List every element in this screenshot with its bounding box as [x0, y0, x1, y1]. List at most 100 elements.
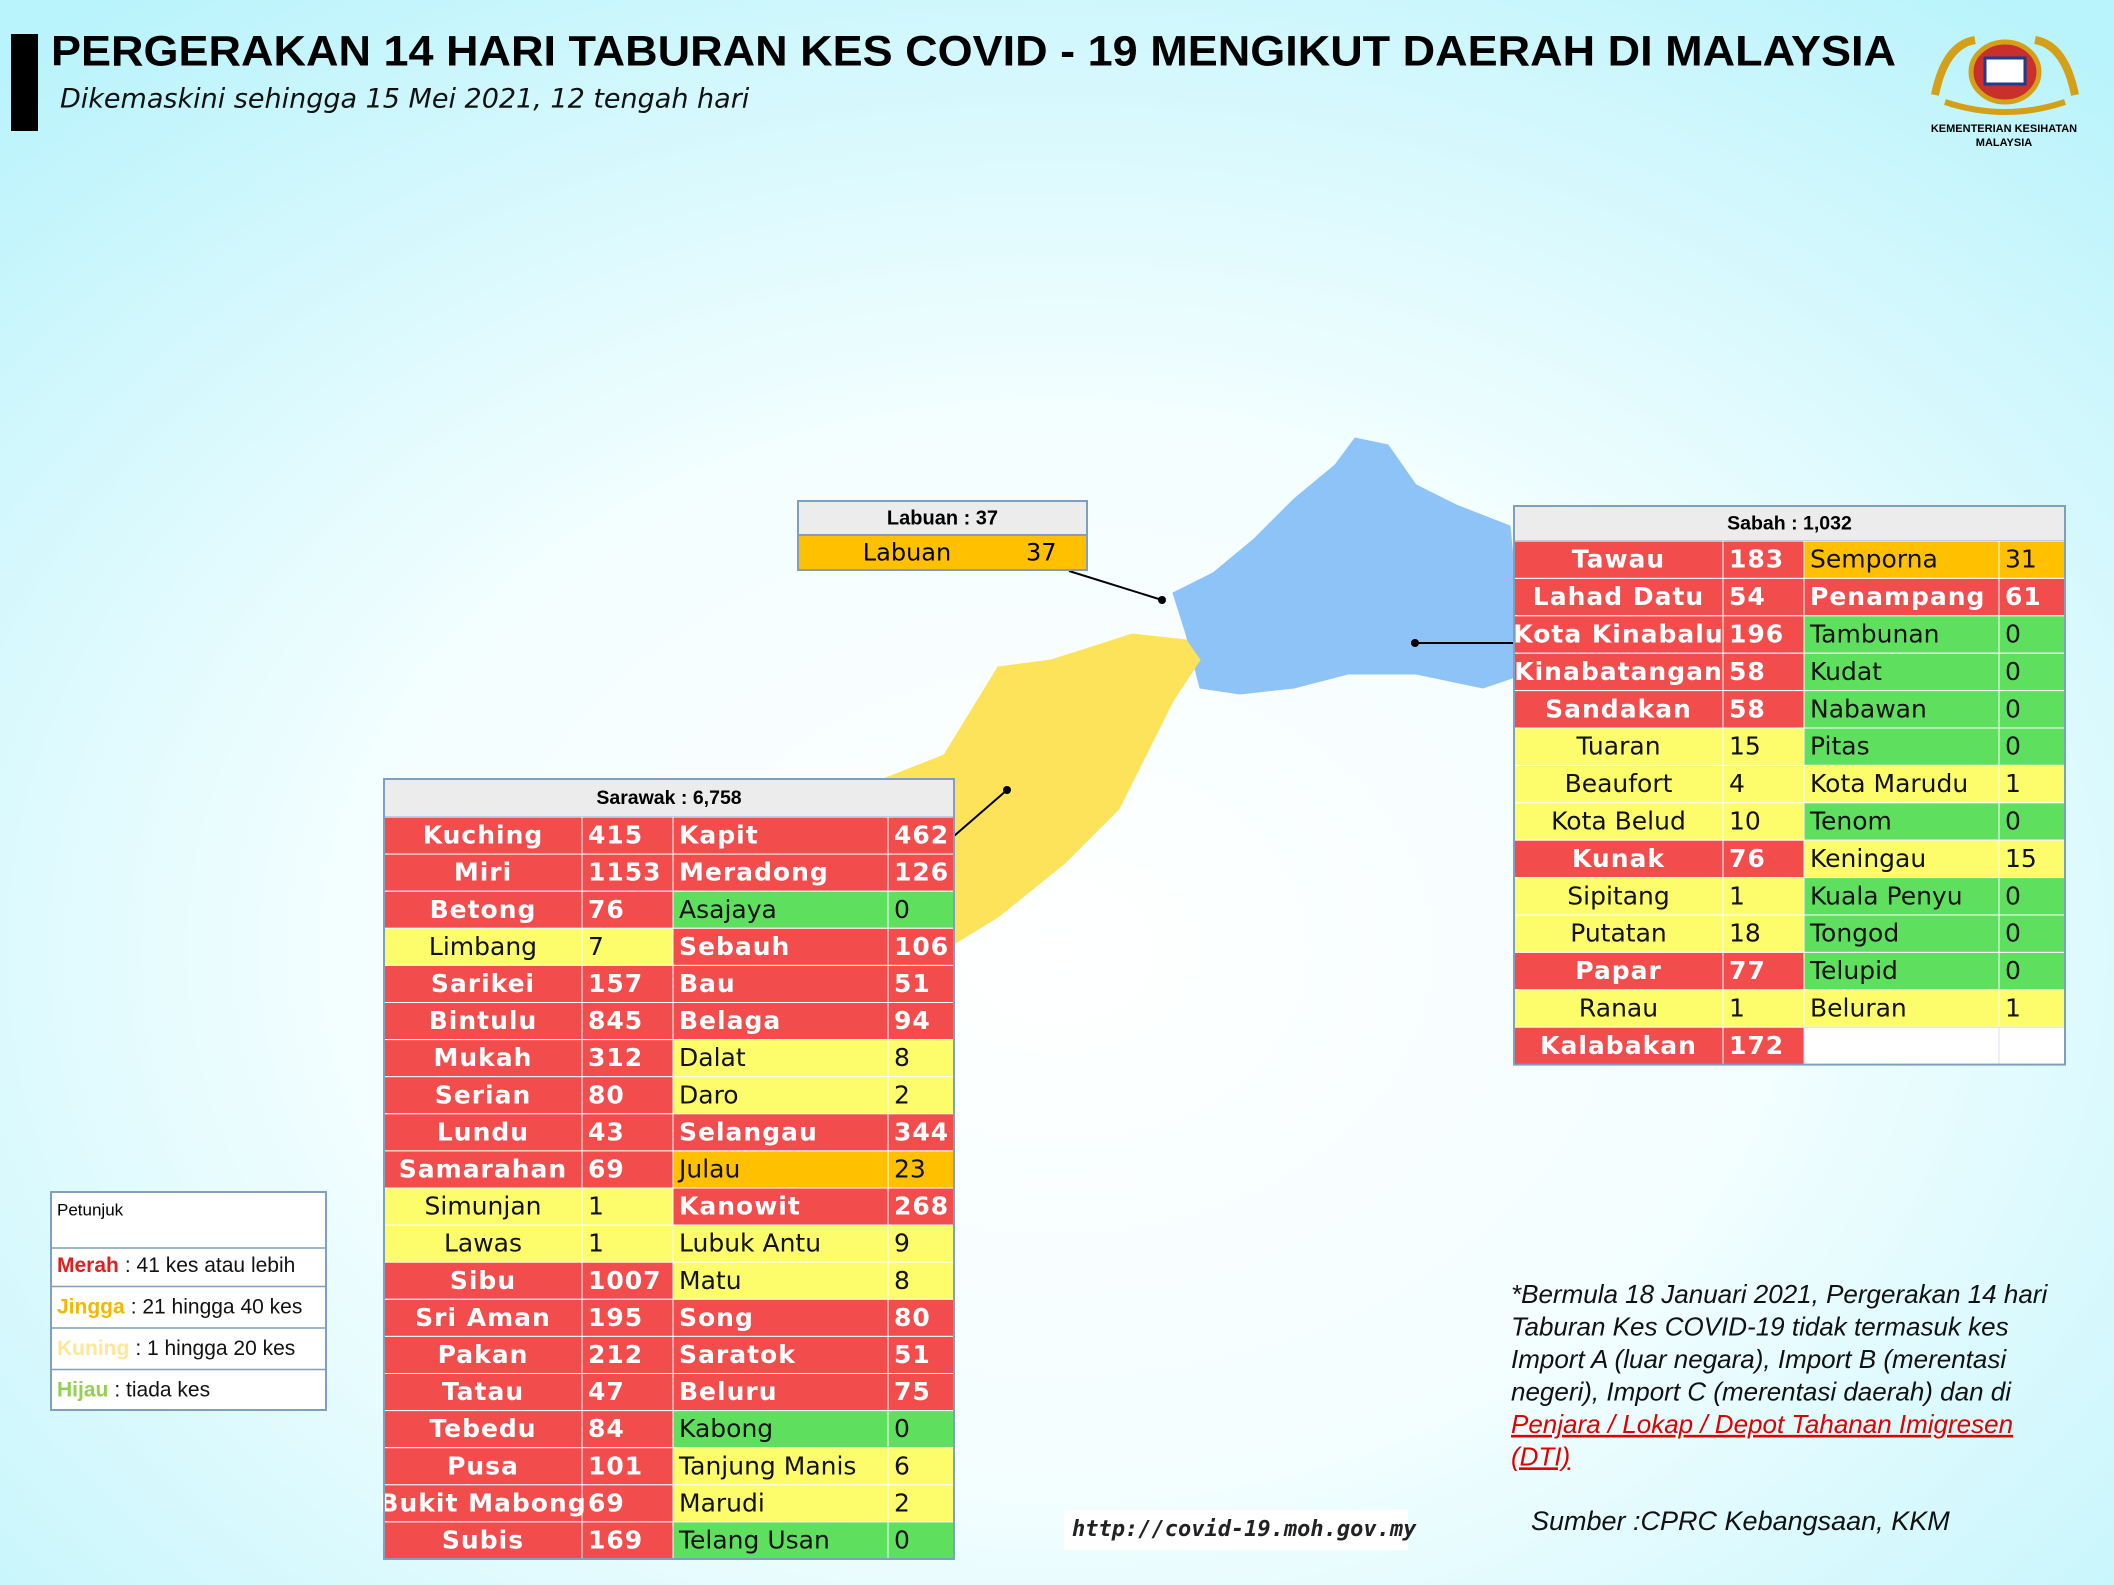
legend-label: Kuning — [57, 1337, 129, 1360]
district-name: Sri Aman — [415, 1303, 551, 1332]
district-cell — [1513, 540, 1805, 579]
district-cell — [672, 1410, 955, 1449]
district-cell — [672, 816, 955, 855]
district-cell — [1513, 577, 1805, 617]
district-cases: 126 — [894, 858, 949, 887]
district-name: Subis — [442, 1525, 524, 1554]
district-cell — [1513, 727, 1805, 766]
district-cases: 84 — [588, 1414, 625, 1443]
district-cases: 2 — [894, 1488, 910, 1517]
district-cases: 1 — [588, 1192, 604, 1221]
district-cases: 212 — [588, 1340, 643, 1369]
district-cases: 9 — [894, 1229, 910, 1258]
district-name: Kota Kinabalu — [1513, 620, 1723, 649]
district-cases: 845 — [588, 1006, 643, 1035]
district-cases: 31 — [2005, 545, 2037, 574]
logo-emblem — [1983, 56, 2027, 86]
district-name: Bukit Mabong — [379, 1488, 586, 1517]
district-cases: 80 — [894, 1303, 931, 1332]
district-cases: 15 — [1729, 732, 1761, 761]
district-cell — [1803, 577, 2066, 617]
empty-cell — [1803, 1026, 2000, 1066]
district-cases: 195 — [588, 1303, 643, 1332]
district-name: Meradong — [679, 858, 829, 887]
district-name: Penampang — [1810, 582, 1985, 611]
district-cases: 196 — [1729, 620, 1784, 649]
district-name: Semporna — [1810, 545, 1938, 574]
district-name: Sarikei — [431, 969, 535, 998]
legend-title: Petunjuk — [57, 1200, 124, 1219]
district-cell — [1803, 914, 2066, 953]
footnote-line: Taburan Kes COVID-19 tidak termasuk kes — [1511, 1311, 2009, 1341]
district-cell — [672, 1335, 955, 1375]
district-cell — [383, 1187, 674, 1226]
district-name: Sandakan — [1545, 694, 1692, 723]
url-box — [1064, 1510, 1408, 1550]
footnote-link: (DTI) — [1511, 1441, 1570, 1471]
district-name: Tuaran — [1575, 732, 1660, 761]
district-cell — [1803, 690, 2066, 729]
district-cell — [1513, 690, 1805, 729]
district-name: Papar — [1575, 956, 1662, 985]
district-cases: 0 — [2005, 881, 2021, 910]
district-name: Tongod — [1809, 919, 1899, 948]
legend-text: : tiada kes — [114, 1378, 210, 1401]
district-name: Beluru — [679, 1377, 778, 1406]
legend-label: Hijau — [57, 1378, 108, 1401]
district-cases: 0 — [2005, 694, 2021, 723]
district-name: Kalabakan — [1540, 1031, 1697, 1060]
district-cases: 4 — [1729, 769, 1745, 798]
district-cases: 47 — [588, 1377, 625, 1406]
district-cell — [672, 964, 955, 1004]
sarawak-region — [882, 633, 1201, 945]
footnote-link: Penjara / Lokap / Depot Tahanan Imigrese… — [1511, 1409, 2013, 1439]
source: Sumber :CPRC Kebangsaan, KKM — [1531, 1506, 1950, 1536]
district-cases: 76 — [1729, 844, 1766, 873]
district-name: Kunak — [1572, 844, 1665, 873]
district-cases: 54 — [1729, 582, 1766, 611]
district-name: Lawas — [444, 1229, 522, 1258]
district-name: Beluran — [1810, 994, 1907, 1023]
district-cases: 1 — [588, 1229, 604, 1258]
district-name: Lundu — [437, 1117, 529, 1146]
district-cell — [383, 1224, 674, 1263]
district-name: Betong — [430, 895, 537, 924]
map — [882, 437, 1525, 945]
district-name: Selangau — [679, 1117, 818, 1146]
district-name: Kota Marudu — [1810, 769, 1968, 798]
district-cases: 69 — [588, 1488, 625, 1517]
district-cases: 8 — [894, 1266, 910, 1295]
district-cell — [383, 853, 674, 892]
district-cases: 0 — [2005, 919, 2021, 948]
district-cases: 169 — [588, 1525, 643, 1554]
labuan-table: Labuan : 37 Labuan 37 — [797, 500, 1088, 571]
district-cases: 94 — [894, 1006, 931, 1035]
district-cell — [383, 1447, 674, 1486]
district-name: Kuching — [423, 821, 544, 850]
district-cases: 1 — [1729, 881, 1745, 910]
district-cases: 61 — [2005, 582, 2042, 611]
district-name: Tawau — [1572, 545, 1665, 574]
district-cases: 312 — [588, 1043, 643, 1072]
district-cases: 51 — [894, 1340, 931, 1369]
district-name: Kabong — [679, 1414, 773, 1443]
district-cases: 1 — [2005, 994, 2021, 1023]
sabah-region — [1172, 437, 1525, 695]
district-cell — [672, 1447, 955, 1486]
district-name: Kapit — [679, 821, 759, 850]
district-cases: 2 — [894, 1080, 910, 1109]
district-cases: 344 — [894, 1117, 949, 1146]
leader-dot — [1003, 786, 1011, 794]
table-border — [1513, 505, 2066, 1066]
district-cell — [1513, 802, 1805, 841]
district-cases: 76 — [588, 895, 625, 924]
district-cases: 43 — [588, 1117, 625, 1146]
district-cell — [672, 1224, 955, 1263]
district-name: Simunjan — [425, 1192, 542, 1221]
district-cases: 0 — [894, 1414, 910, 1443]
district-cell — [383, 1373, 674, 1412]
district-name: Nabawan — [1810, 694, 1927, 723]
district-cases: 1 — [1729, 994, 1745, 1023]
